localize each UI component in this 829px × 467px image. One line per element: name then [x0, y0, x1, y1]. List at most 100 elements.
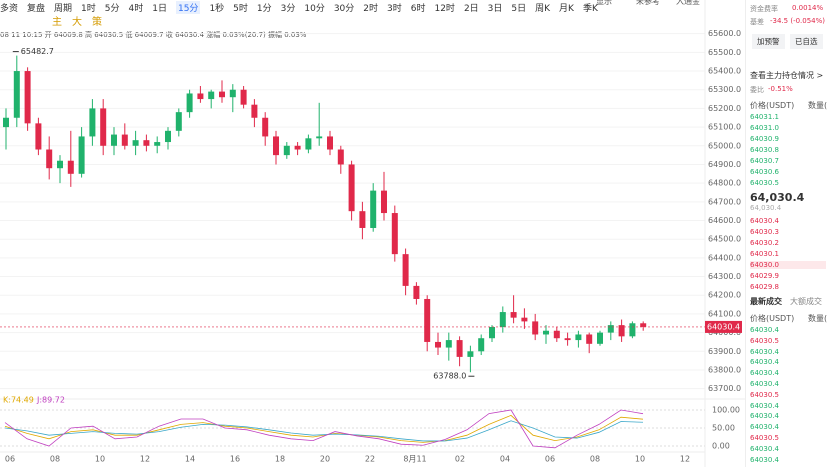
x-tick-label: 20: [320, 455, 330, 464]
x-tick-label: 22: [365, 455, 375, 464]
bid-price: 64030.2: [750, 239, 779, 247]
ratio-label: 委比: [750, 86, 764, 94]
trade-price: 64030.4: [750, 444, 779, 453]
trade-price: 64030.4: [750, 455, 779, 464]
x-tick-label: 08: [590, 455, 600, 464]
toolbar-item[interactable]: 3日: [487, 3, 503, 14]
x-tick-label: 18: [275, 455, 285, 464]
toolbar-item[interactable]: 5时: [233, 3, 248, 14]
bid-price: 64030.3: [750, 228, 779, 236]
x-tick-label: 02: [455, 455, 465, 464]
candle-body: [489, 327, 495, 339]
candle-body: [521, 317, 528, 322]
x-tick-label: 16: [230, 455, 240, 464]
toolbar-item[interactable]: 周期: [54, 3, 73, 14]
y-tick-label: 65100.0: [708, 123, 741, 132]
trade-price: 64030.4: [750, 401, 779, 410]
toolbar-right-item[interactable]: 未参考: [636, 0, 660, 6]
x-tick-label: 10: [635, 455, 645, 464]
trade-price: 64030.5: [750, 434, 779, 442]
button[interactable]: 已自选: [790, 34, 823, 49]
trade-price: 64030.4: [750, 347, 779, 356]
toolbar-item[interactable]: 10分: [304, 3, 325, 14]
toolbar-item[interactable]: 2时: [363, 3, 379, 14]
x-tick-label: 04: [500, 455, 510, 464]
candle-body: [154, 142, 161, 146]
y-tick-label: 100.00: [712, 406, 740, 415]
candle-body: [121, 134, 128, 146]
toolbar-item[interactable]: 5分: [104, 3, 120, 14]
trade-price: 64030.4: [750, 326, 779, 334]
funding-label: 资金费率: [750, 5, 778, 13]
toolbar-item[interactable]: 多资: [0, 3, 19, 14]
toolbar-item[interactable]: 30分: [333, 3, 355, 14]
candle-body: [165, 130, 171, 143]
candle-body: [391, 213, 398, 255]
candle-body: [553, 330, 560, 339]
toolbar-item[interactable]: 6时: [410, 3, 426, 14]
candle-body: [359, 211, 366, 228]
toolbar-right-item[interactable]: 入通金: [676, 0, 700, 6]
candle-body: [327, 136, 333, 150]
tab: 最新成交: [750, 297, 782, 306]
toolbar-item[interactable]: 3分: [280, 3, 296, 14]
candle-body: [435, 341, 441, 348]
y-tick-label: 64700.0: [708, 197, 741, 206]
y-tick-label: 63900.0: [708, 347, 741, 356]
trade-price: 64030.4: [750, 369, 779, 378]
toolbar-item[interactable]: 1秒: [209, 3, 225, 14]
tool[interactable]: 主: [52, 17, 62, 28]
x-tick-label: 12: [680, 455, 690, 464]
indicator-line: [4, 409, 644, 449]
x-tick-label: 08: [50, 455, 60, 464]
y-tick-label: 64200.0: [708, 291, 741, 300]
toolbar-item[interactable]: 2日: [463, 3, 479, 14]
toolbar-item[interactable]: 月K: [559, 3, 574, 14]
candle-body: [186, 93, 193, 113]
candle-body: [57, 160, 63, 169]
ask-price: 64030.6: [750, 168, 779, 176]
candle-body: [316, 136, 323, 139]
candle-body: [111, 134, 117, 146]
button[interactable]: 加预警: [752, 34, 785, 49]
toolbar-item[interactable]: 季K: [582, 3, 598, 14]
x-tick-label: 8月11: [403, 455, 426, 464]
tool[interactable]: 大: [72, 17, 82, 28]
candle-body: [402, 254, 409, 286]
y-tick-label: 64400.0: [708, 253, 741, 262]
candle-body: [543, 330, 549, 335]
tool[interactable]: 策: [92, 17, 102, 28]
candle-body: [67, 160, 74, 174]
toolbar-item[interactable]: 12时: [434, 3, 455, 14]
trade-price: 64030.4: [750, 380, 779, 388]
candle-body: [381, 190, 387, 214]
candle-body: [283, 145, 290, 156]
y-tick-label: 64500.0: [708, 235, 741, 244]
candle-body: [294, 145, 301, 150]
chart: 65600.0 65500.0 65400.0 65300.0 65200.0 65100…: [0, 0, 745, 467]
bid-price: 64030.1: [750, 250, 779, 258]
trade-price: 64030.4: [750, 358, 779, 367]
candle-body: [564, 338, 571, 341]
toolbar-item[interactable]: 3时: [387, 3, 402, 14]
toolbar-right-item[interactable]: 显示: [596, 0, 612, 6]
candle-body: [575, 334, 582, 341]
book-header: 数量(: [808, 101, 828, 110]
toolbar-item[interactable]: 复盘: [27, 3, 46, 14]
ask-price: 64030.5: [750, 179, 779, 187]
toolbar-item[interactable]: 1时: [81, 3, 96, 14]
trade-price: 64030.4: [750, 412, 779, 421]
toolbar: 多资 复盘 周期 1时 5分 4时 1日 15分 1秒 5时 1分 3分 10分 30分 2时 3时 6时 12时…: [0, 0, 598, 14]
toolbar-item[interactable]: 15分: [175, 0, 201, 14]
candle-body: [197, 93, 204, 100]
candle-body: [532, 321, 539, 335]
toolbar-item[interactable]: 1分: [256, 3, 272, 14]
toolbar-item[interactable]: 4时: [128, 3, 144, 14]
toolbar-item[interactable]: 5日: [511, 3, 527, 14]
trade-price: 64030.4: [750, 423, 779, 432]
candle-body: [78, 136, 85, 174]
toolbar-item[interactable]: 周K: [535, 3, 551, 14]
candle-body: [348, 164, 355, 212]
toolbar-item[interactable]: 1日: [152, 3, 167, 14]
candle-body: [370, 190, 377, 228]
